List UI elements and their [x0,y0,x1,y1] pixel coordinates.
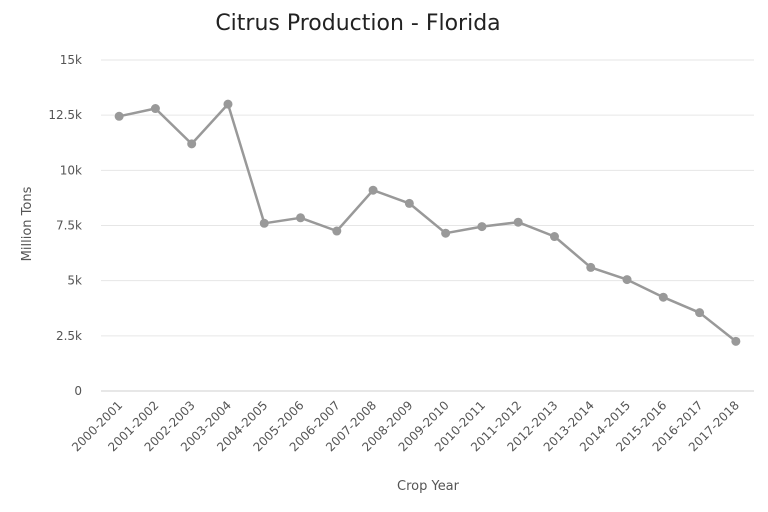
series-line [117,102,738,343]
data-point[interactable] [695,308,705,318]
data-point[interactable] [368,185,378,195]
y-tick-label: 10k [60,163,82,177]
data-point[interactable] [622,275,632,285]
x-axis-label: Crop Year [397,479,460,494]
data-point[interactable] [586,262,596,272]
y-tick-label: 2.5k [56,329,82,343]
y-tick-label: 7.5k [56,219,82,233]
data-point[interactable] [441,228,451,238]
data-point[interactable] [150,104,160,114]
y-tick-label: 5k [67,274,82,288]
y-tick-label: 12.5k [48,108,82,122]
data-point[interactable] [477,222,487,232]
grid [101,59,754,392]
x-axis: 2000-20012001-20022002-20032003-20042004… [69,398,742,454]
data-point[interactable] [549,232,559,242]
data-point[interactable] [259,218,269,228]
data-point[interactable] [114,111,124,121]
y-tick-label: 15k [60,53,82,67]
data-point[interactable] [658,292,668,302]
data-point[interactable] [187,139,197,149]
data-point[interactable] [296,213,306,223]
series [114,99,741,346]
y-axis: 0 2.5k 5k 7.5k 10k 12.5k 15k [48,53,82,398]
data-point[interactable] [513,217,523,227]
y-axis-label: Million Tons [20,186,35,261]
chart-title: Citrus Production - Florida [215,11,500,36]
data-point[interactable] [404,198,414,208]
data-point[interactable] [223,99,233,109]
y-tick-label: 0 [74,384,82,398]
data-point[interactable] [332,226,342,236]
data-point[interactable] [731,336,741,346]
